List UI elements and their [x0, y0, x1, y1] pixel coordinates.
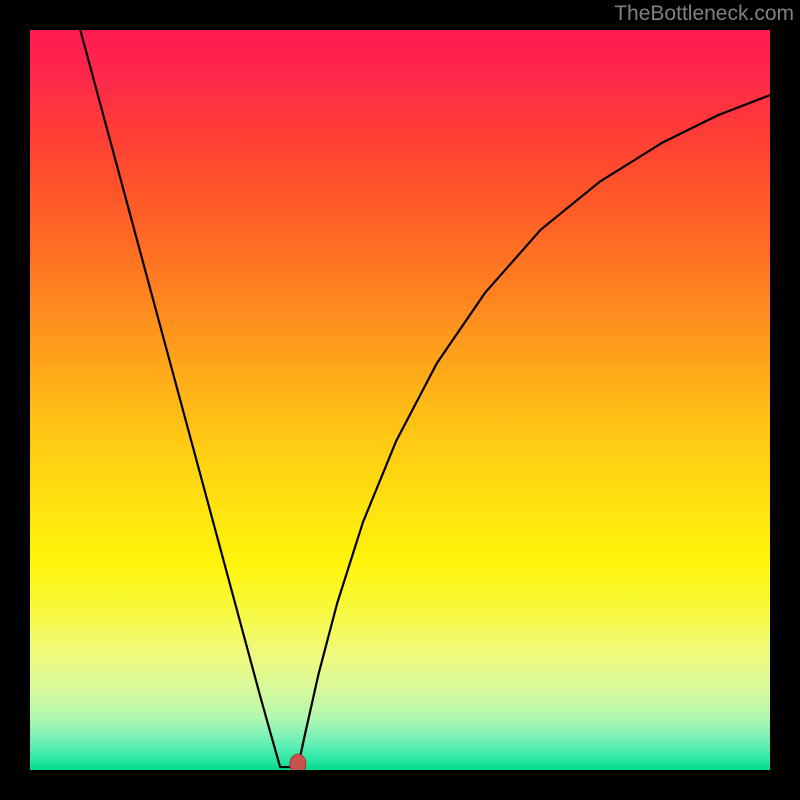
attribution-text: TheBottleneck.com: [614, 2, 794, 26]
bottleneck-chart: [30, 30, 770, 770]
chart-frame: [0, 0, 800, 800]
optimal-point-marker: [290, 754, 306, 770]
gradient-background: [30, 30, 770, 770]
plot-area: [30, 30, 770, 770]
